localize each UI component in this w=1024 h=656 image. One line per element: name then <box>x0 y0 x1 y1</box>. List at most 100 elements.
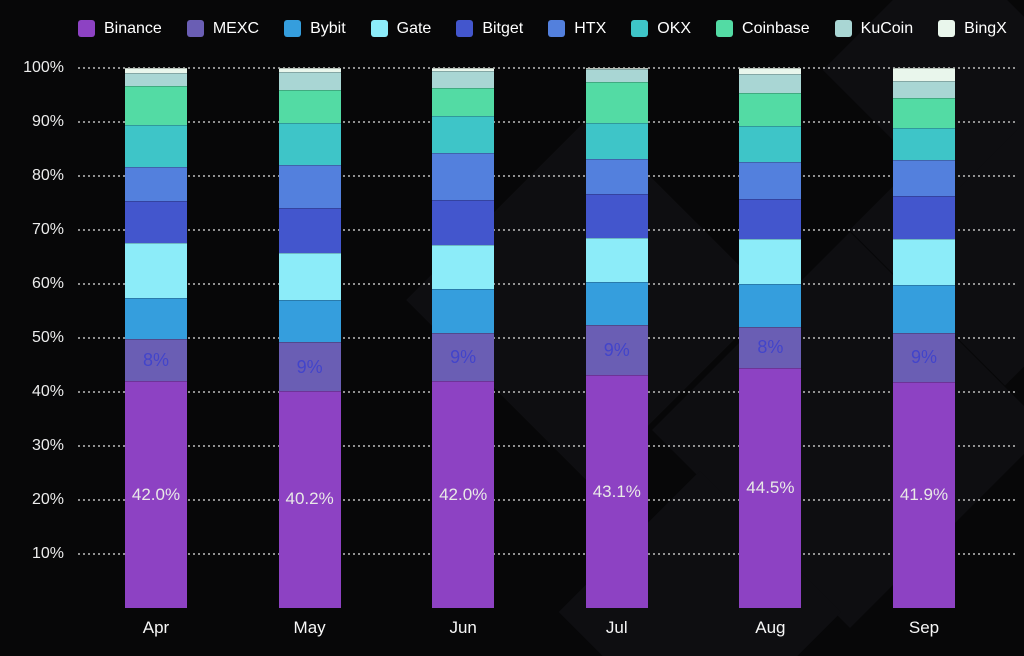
segment-binance-may <box>278 390 341 608</box>
segment-okx-jun <box>432 116 495 154</box>
x-axis-tick-sep: Sep <box>908 618 940 637</box>
gridline-90 <box>78 121 1015 123</box>
segment-coinbase-aug <box>739 92 802 126</box>
segment-kucoin-aug <box>739 73 802 93</box>
segment-bitget-jun <box>432 199 495 245</box>
segment-binance-jul <box>585 375 648 608</box>
segment-binance-jun <box>432 381 495 608</box>
segment-gate-aug <box>739 239 802 284</box>
segment-gate-apr <box>125 242 187 298</box>
legend-item-htx[interactable]: HTX <box>548 20 606 37</box>
legend-label: Gate <box>396 20 432 37</box>
segment-kucoin-apr <box>125 73 187 86</box>
segment-mexc-apr <box>125 338 187 382</box>
segment-binance-aug <box>739 367 802 608</box>
segment-mexc-aug <box>739 327 802 368</box>
segment-bingx-jun <box>432 68 495 72</box>
gridline-30 <box>78 445 1015 447</box>
y-axis-tick-20: 20% <box>31 491 64 508</box>
gridline-60 <box>78 283 1015 285</box>
segment-bybit-jun <box>432 289 495 333</box>
segment-gate-jun <box>432 244 495 290</box>
segment-bitget-jul <box>585 194 648 238</box>
x-axis-tick-apr: Apr <box>142 618 170 637</box>
segment-coinbase-jul <box>585 81 648 123</box>
segment-gate-jul <box>585 237 648 283</box>
legend-label: MEXC <box>212 20 260 37</box>
segment-bybit-aug <box>739 284 802 328</box>
segment-bingx-aug <box>739 68 802 74</box>
bar-jun: 42.0% 9% <box>432 68 495 608</box>
segment-kucoin-jun <box>432 71 495 88</box>
segment-okx-may <box>278 123 341 166</box>
legend-item-gate[interactable]: Gate <box>370 20 432 37</box>
y-axis-tick-90: 90% <box>31 113 64 130</box>
segment-bybit-apr <box>125 297 187 339</box>
gridline-10 <box>78 553 1015 555</box>
segment-kucoin-jul <box>585 68 648 82</box>
legend-label: BingX <box>964 20 1007 37</box>
legend-label: Binance <box>104 20 162 37</box>
segment-okx-jul <box>585 122 648 160</box>
segment-htx-aug <box>739 161 802 199</box>
segment-bingx-may <box>278 68 341 73</box>
segment-htx-may <box>278 165 341 208</box>
legend-item-coinbase[interactable]: Coinbase <box>716 20 810 37</box>
x-axis-tick-aug: Aug <box>755 618 786 637</box>
segment-bingx-apr <box>125 68 187 74</box>
y-axis-tick-50: 50% <box>31 329 64 346</box>
legend-swatch-htx <box>548 20 566 37</box>
legend-item-bitget[interactable]: Bitget <box>456 20 523 37</box>
legend-label: Bybit <box>310 20 346 37</box>
legend-swatch-bitget <box>456 20 474 37</box>
y-axis-tick-30: 30% <box>31 437 64 454</box>
legend-swatch-kucoin <box>834 20 852 37</box>
segment-kucoin-may <box>278 72 341 91</box>
segment-gate-may <box>278 253 341 300</box>
bar-sep: 41.9% 9% <box>893 68 955 608</box>
segment-okx-aug <box>739 125 802 162</box>
gridline-50 <box>78 337 1015 339</box>
segment-bitget-may <box>278 207 341 254</box>
segment-kucoin-sep <box>893 80 955 98</box>
segment-binance-sep <box>893 381 955 608</box>
legend-label: HTX <box>574 20 607 37</box>
segment-mexc-jun <box>432 332 495 382</box>
legend-item-okx[interactable]: OKX <box>631 20 691 37</box>
segment-gate-sep <box>893 239 955 286</box>
x-axis-tick-jun: Jun <box>449 618 477 637</box>
x-axis-tick-jul: Jul <box>605 618 628 637</box>
y-axis-tick-10: 10% <box>31 545 64 562</box>
gridline-40 <box>78 391 1015 393</box>
legend-item-bingx[interactable]: BingX <box>938 20 1007 37</box>
legend-item-bybit[interactable]: Bybit <box>284 20 346 37</box>
legend-label: KuCoin <box>860 20 914 37</box>
bar-may: 40.2% 9% <box>278 68 341 608</box>
segment-htx-jul <box>585 159 648 195</box>
segment-bingx-sep <box>893 68 955 81</box>
legend-swatch-mexc <box>186 20 204 37</box>
legend-label: Coinbase <box>742 20 810 37</box>
legend-swatch-binance <box>78 20 95 37</box>
legend-item-binance[interactable]: Binance <box>78 20 162 37</box>
y-axis-tick-80: 80% <box>31 167 64 184</box>
segment-mexc-sep <box>893 333 955 382</box>
gridline-80 <box>78 175 1015 177</box>
segment-binance-apr <box>125 381 187 608</box>
legend: Binance MEXC Bybit Gate Bitget HTX OKX Coinbase… <box>78 20 1007 37</box>
legend-item-mexc[interactable]: MEXC <box>186 20 260 37</box>
legend-swatch-gate <box>370 20 388 37</box>
gridline-20 <box>78 499 1015 501</box>
segment-bingx-jul <box>585 68 648 69</box>
legend-label: Bitget <box>482 20 524 37</box>
bar-apr: 42.0% 8% <box>125 68 187 608</box>
segment-mexc-jul <box>585 325 648 376</box>
gridline-70 <box>78 229 1015 231</box>
segment-htx-jun <box>432 153 495 200</box>
x-axis-tick-may: May <box>293 618 326 637</box>
y-axis-tick-100: 100% <box>23 59 64 76</box>
legend-label: OKX <box>657 20 692 37</box>
legend-swatch-okx <box>631 20 649 37</box>
segment-okx-apr <box>125 125 187 168</box>
legend-item-kucoin[interactable]: KuCoin <box>834 20 914 37</box>
